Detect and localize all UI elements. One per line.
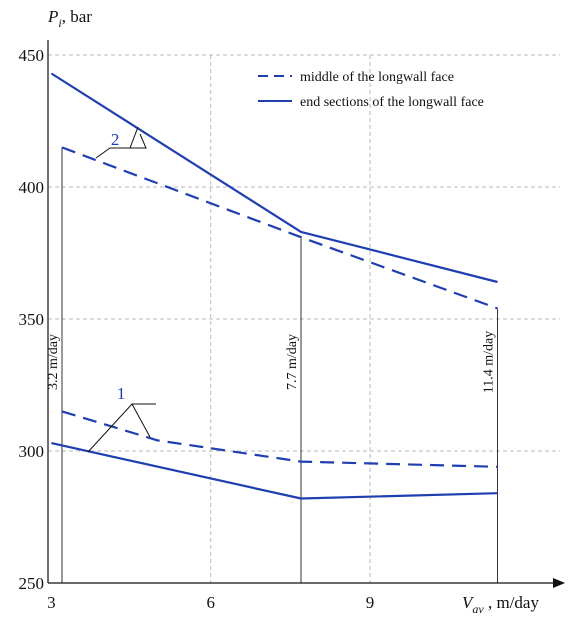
series-line-solid-2 [50,72,498,284]
y-tick-label: 450 [19,46,45,65]
grid-lines [48,54,560,583]
x-tick-label: 3 [47,593,56,612]
curve-label-2: 2 [111,130,120,149]
y-axis-label-main: P [47,7,58,26]
x-axis-label: Vav , m/day [462,593,539,616]
y-tick-label: 350 [19,310,45,329]
curve-label-1: 1 [117,384,126,403]
y-tick-label: 400 [19,178,45,197]
x-tick-label: 6 [206,593,215,612]
leader-2-dashed [95,126,139,159]
series-line-solid-1 [51,442,498,500]
x-axis-arrow [553,578,565,588]
series-line-dashed-2 [61,146,498,310]
speed-annotation: 7.7 m/day [285,334,300,390]
label-leaders: 21 [87,126,156,453]
y-tick-label: 250 [19,574,45,593]
x-tick-label: 9 [366,593,375,612]
x-axis-label-main: V [462,593,475,612]
legend-label-solid: end sections of the longwall face [300,95,484,110]
y-axis-label: Pi, bar [47,7,92,30]
leader-1-solid [87,403,156,453]
leader-2-solid [130,133,147,149]
guide-lines [61,147,499,583]
series-line-dashed-1 [61,410,498,468]
speed-annotation: 3.2 m/day [46,334,61,390]
annotations: 3.2 m/day 7.7 m/day 11.4 m/day [46,331,497,393]
axes [47,40,565,588]
x-axis-label-unit: , m/day [484,593,540,612]
tick-labels: 250 300 350 400 450 3 6 9 [19,46,375,612]
legend: middle of the longwall face end sections… [258,70,484,110]
speed-annotation: 11.4 m/day [482,331,497,393]
y-axis-label-sub: i [58,16,61,30]
y-tick-label: 300 [19,442,45,461]
legend-label-dashed: middle of the longwall face [300,70,454,85]
leader-1-dashed [131,403,151,438]
y-axis-label-unit: , bar [62,7,93,26]
x-axis-label-sub: av [472,602,484,616]
series-lines [50,72,498,500]
